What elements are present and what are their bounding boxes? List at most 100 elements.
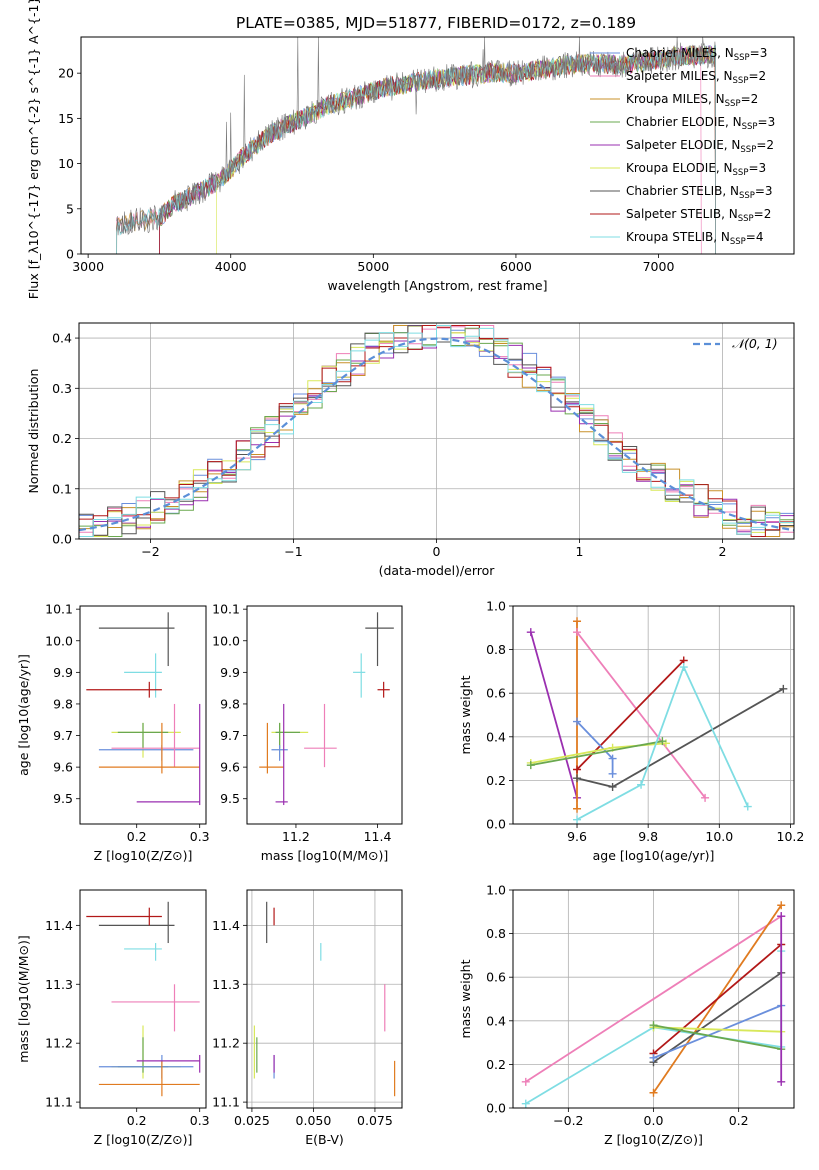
x-tick-label: 0.2 bbox=[127, 1113, 147, 1128]
plot-area bbox=[86, 612, 201, 806]
axes-frame bbox=[79, 889, 207, 1109]
error-bars bbox=[86, 901, 201, 1097]
y-axis-label: age [log10(age/yr)] bbox=[16, 654, 31, 776]
x-tick-label: 1 bbox=[576, 544, 584, 559]
weight-point bbox=[521, 1077, 530, 1086]
y-tick-label: 10.1 bbox=[212, 602, 240, 617]
x-tick-label: 5000 bbox=[357, 259, 389, 274]
x-tick-label: −1 bbox=[284, 544, 302, 559]
legend-label: Chabrier MILES, NSSP=3 bbox=[626, 46, 767, 63]
x-tick-label: 4000 bbox=[215, 259, 247, 274]
x-axis-label: age [log10(age/yr)] bbox=[593, 848, 715, 863]
legend-label: Salpeter MILES, NSSP=2 bbox=[626, 69, 766, 86]
axes-frame bbox=[246, 889, 403, 1109]
weight-point bbox=[526, 761, 535, 770]
x-tick-label: 6000 bbox=[500, 259, 532, 274]
y-tick-label: 0.8 bbox=[486, 642, 506, 657]
grid-lines bbox=[247, 890, 402, 1108]
spectrum-data-line bbox=[116, 37, 716, 236]
x-tick-label: 0.0 bbox=[644, 1113, 664, 1128]
axes-frame bbox=[246, 605, 403, 825]
y-tick-label: 1.0 bbox=[486, 883, 506, 898]
panel-mass_weight_vs_age: 9.6 9.8 10.0 10.2 0.0 0.2 0.4 0.6 0.8 1.0 age [log… bbox=[458, 599, 804, 864]
x-axis-label: wavelength [Angstrom, rest frame] bbox=[327, 278, 547, 293]
weight-point bbox=[573, 717, 582, 726]
weight-point bbox=[608, 782, 617, 791]
x-tick-label: 7000 bbox=[643, 259, 675, 274]
y-tick-label: 9.7 bbox=[220, 728, 240, 743]
plot-area bbox=[247, 890, 402, 1108]
y-tick-label: 9.8 bbox=[220, 696, 240, 711]
y-tick-label: 0.4 bbox=[52, 331, 72, 346]
weight-series-line bbox=[530, 740, 663, 766]
legend: Chabrier MILES, NSSP=3 Salpeter MILES, NS… bbox=[590, 46, 775, 247]
y-tick-label: 15 bbox=[58, 111, 74, 126]
y-tick-label: 11.2 bbox=[212, 1036, 240, 1051]
y-tick-label: 9.6 bbox=[220, 760, 240, 775]
weight-point bbox=[521, 1099, 530, 1108]
axes-frame bbox=[512, 889, 795, 1109]
weight-series-line bbox=[576, 664, 749, 821]
figure-title: PLATE=0385, MJD=51877, FIBERID=0172, z=0… bbox=[236, 14, 636, 32]
y-axis-label: mass [log10(M/M⊙)] bbox=[16, 935, 31, 1063]
axes-frame bbox=[512, 605, 795, 825]
weight-point bbox=[573, 617, 582, 626]
weight-point bbox=[777, 1077, 786, 1086]
x-tick-label: 0.050 bbox=[296, 1113, 332, 1128]
legend-label: 𝒩(0, 1) bbox=[732, 336, 778, 351]
x-tick-label: 0.2 bbox=[729, 1113, 749, 1128]
x-tick-label: −2 bbox=[141, 544, 159, 559]
x-tick-label: −0.2 bbox=[553, 1113, 583, 1128]
weight-series-line bbox=[576, 720, 614, 774]
weight-point bbox=[608, 754, 617, 763]
legend-label: Chabrier STELIB, NSSP=3 bbox=[626, 184, 773, 201]
spectrum-lines bbox=[116, 37, 716, 254]
axes-frame bbox=[78, 322, 795, 540]
panel-mass_vs_ebv: 0.025 0.050 0.075 11.1 11.2 11.3 11.4 E(B-V) bbox=[212, 889, 403, 1147]
y-tick-label: 0.0 bbox=[486, 817, 506, 832]
error-bars bbox=[259, 612, 394, 806]
y-tick-label: 9.6 bbox=[53, 760, 73, 775]
legend-label: Kroupa MILES, NSSP=2 bbox=[626, 92, 758, 109]
weight-series-line bbox=[652, 943, 782, 1055]
x-tick-label: 0.2 bbox=[127, 829, 147, 844]
y-tick-label: 10.0 bbox=[212, 633, 240, 648]
weight-point bbox=[573, 815, 582, 824]
y-tick-label: 11.1 bbox=[45, 1095, 73, 1110]
panel-residuals: −2 −1 0 1 2 0.0 0.1 0.2 0.3 0.4 (data-model)/error… bbox=[26, 322, 795, 578]
y-axis-label: Flux [f_λ10^{-17} erg cm^{-2} s^{-1} A^{… bbox=[26, 0, 41, 299]
legend-label: Kroupa ELODIE, NSSP=3 bbox=[626, 161, 766, 178]
plot-area bbox=[116, 37, 716, 254]
error-bars bbox=[86, 612, 201, 806]
plot-area bbox=[513, 889, 794, 1109]
y-axis-label: mass weight bbox=[458, 959, 473, 1038]
x-axis-label: Z [log10(Z/Z⊙)] bbox=[604, 1132, 703, 1147]
x-tick-label: 0.3 bbox=[190, 1113, 210, 1128]
legend-label: Kroupa STELIB, NSSP=4 bbox=[626, 230, 764, 247]
panel-age_vs_mass: 11.2 11.4 9.5 9.6 9.7 9.8 9.9 10.0 10.1 mass [log… bbox=[212, 602, 403, 863]
normal-curve bbox=[78, 337, 795, 532]
panel-age_vs_Z: 0.2 0.3 9.5 9.6 9.7 9.8 9.9 10.0 10.1 Z [log10(Z/… bbox=[16, 602, 210, 863]
y-tick-label: 0.4 bbox=[486, 729, 506, 744]
weight-series-line bbox=[653, 1024, 782, 1050]
grid-lines bbox=[79, 323, 794, 540]
weight-point bbox=[777, 912, 786, 921]
weight-point bbox=[573, 804, 582, 813]
y-tick-label: 11.4 bbox=[45, 918, 73, 933]
error-bars bbox=[253, 901, 396, 1097]
weight-point bbox=[573, 628, 582, 637]
panel-mass_weight_vs_Z: −0.2 0.0 0.2 0.0 0.2 0.4 0.6 0.8 1.0 Z [log10(Z/Z… bbox=[458, 883, 795, 1147]
y-axis-label: Normed distribution bbox=[26, 369, 41, 494]
legend-label: Salpeter STELIB, NSSP=2 bbox=[626, 207, 771, 224]
y-tick-label: 11.3 bbox=[212, 977, 240, 992]
x-tick-label: 3000 bbox=[72, 259, 104, 274]
plot-area bbox=[259, 612, 394, 806]
panel-spectrum: 3000 4000 5000 6000 7000 0 5 10 15 20 wavelength [… bbox=[26, 0, 795, 299]
x-tick-label: 2 bbox=[719, 544, 727, 559]
y-tick-label: 0.6 bbox=[486, 970, 506, 985]
weight-point bbox=[777, 901, 786, 910]
y-tick-label: 0.1 bbox=[52, 481, 72, 496]
y-tick-label: 11.2 bbox=[45, 1036, 73, 1051]
y-tick-label: 11.3 bbox=[45, 977, 73, 992]
